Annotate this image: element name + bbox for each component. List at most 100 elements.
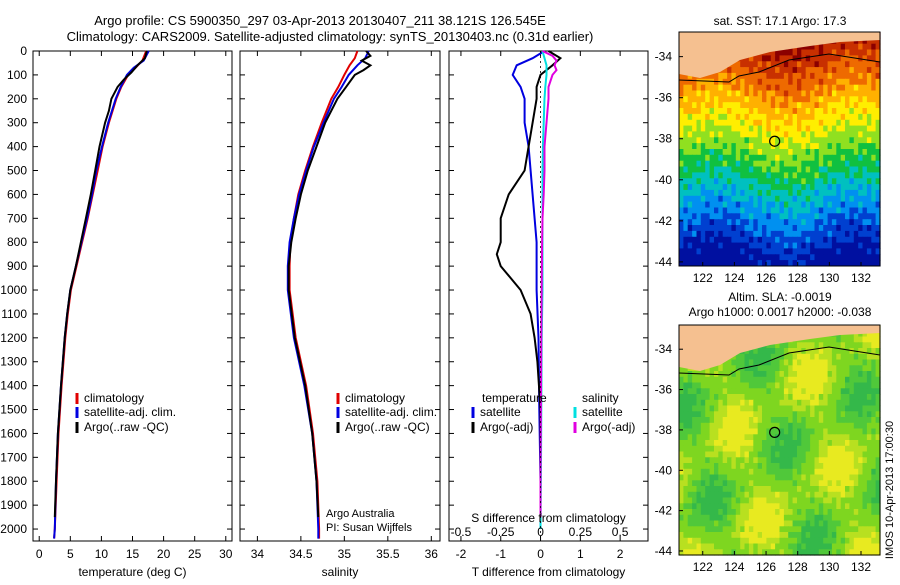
map-cell (735, 195, 741, 203)
map-cell (718, 172, 724, 179)
map-cell (770, 78, 776, 86)
map-cell (705, 428, 711, 435)
map-cell (744, 131, 750, 138)
map-cell (727, 428, 733, 435)
map-cell (823, 230, 829, 238)
map-cell (705, 166, 711, 173)
map-cell (788, 520, 794, 527)
map-cell (700, 260, 706, 267)
map-cell (718, 486, 724, 493)
map-cell (775, 260, 781, 267)
map-cell (705, 102, 711, 109)
map-cell (735, 236, 741, 244)
map-cell (766, 399, 772, 407)
map-cell (718, 520, 724, 527)
map-cell (727, 236, 733, 244)
map-cell (757, 67, 763, 74)
map-cell (871, 451, 877, 458)
map-cell (783, 72, 789, 80)
map-cell (779, 61, 785, 68)
map-cell (792, 388, 798, 395)
map-cell (714, 219, 719, 226)
map-cell (775, 96, 781, 103)
map-cell (853, 491, 859, 499)
map-cell (866, 371, 872, 378)
map-cell (740, 78, 746, 86)
map-cell (779, 365, 785, 372)
map-cell (818, 61, 824, 68)
map-cell (866, 549, 872, 556)
map-cell (753, 445, 759, 453)
map-cell (731, 451, 737, 458)
map-cell (757, 514, 763, 522)
map-cell (866, 365, 872, 372)
map-cell (687, 143, 693, 150)
map-cell (853, 503, 859, 510)
map-cell (687, 242, 693, 249)
map-cell (775, 160, 781, 168)
map-cell (858, 422, 864, 430)
map-cell (797, 207, 802, 214)
map-cell (836, 195, 842, 203)
map-cell (831, 260, 837, 267)
map-cell (735, 189, 741, 197)
map-cell (766, 532, 772, 539)
map-cell (731, 359, 737, 366)
map-cell (805, 43, 811, 51)
map-cell (683, 503, 689, 510)
map-cell (823, 463, 829, 470)
map-cell (831, 43, 837, 51)
map-cell (831, 480, 837, 487)
map-cell (797, 399, 802, 407)
map-cell (696, 78, 702, 86)
map-cell (727, 113, 733, 121)
map-cell (805, 236, 811, 244)
map-cell (805, 113, 811, 121)
map-cell (840, 463, 846, 470)
map-cell (845, 72, 850, 80)
map-cell (775, 394, 781, 401)
map-cell (823, 254, 829, 261)
x-tick-label: 126 (756, 560, 776, 574)
map-cell (722, 371, 728, 378)
map-cell (714, 213, 719, 220)
map-cell (744, 248, 750, 255)
map-cell (753, 405, 759, 412)
map-cell (783, 49, 789, 56)
map-cell (779, 394, 785, 401)
map-cell (797, 376, 802, 384)
map-cell (735, 509, 741, 516)
map-cell (692, 78, 698, 86)
map-cell (748, 236, 754, 244)
map-cell (783, 131, 789, 138)
map-cell (683, 119, 689, 127)
x-tick-label: 128 (788, 560, 808, 574)
map-cell (805, 225, 811, 232)
map-cell (692, 189, 698, 197)
map-cell (853, 102, 859, 109)
map-cell (801, 537, 807, 545)
map-cell (718, 411, 724, 418)
map-cell (748, 399, 754, 407)
map-cell (823, 225, 829, 232)
map-cell (740, 399, 746, 407)
map-cell (862, 376, 868, 384)
x-tick-label: 10 (95, 547, 109, 561)
map-cell (683, 254, 689, 261)
imos-timestamp-label: IMOS 10-Apr-2013 17:00:30 (884, 421, 896, 559)
map-cell (779, 428, 785, 435)
map-cell (705, 382, 711, 389)
series-line-argo---raw--qc- (287, 50, 373, 518)
map-cell (805, 67, 811, 74)
map-cell (823, 468, 829, 476)
map-cell (845, 102, 850, 109)
map-cell (687, 149, 693, 156)
map-cell (762, 434, 767, 441)
map-cell (744, 184, 750, 191)
map-cell (797, 172, 802, 179)
map-cell (801, 160, 807, 168)
map-cell (827, 359, 833, 366)
map-cell (810, 503, 816, 510)
y-tick-label: 2000 (0, 522, 27, 536)
map-cell (700, 137, 706, 144)
